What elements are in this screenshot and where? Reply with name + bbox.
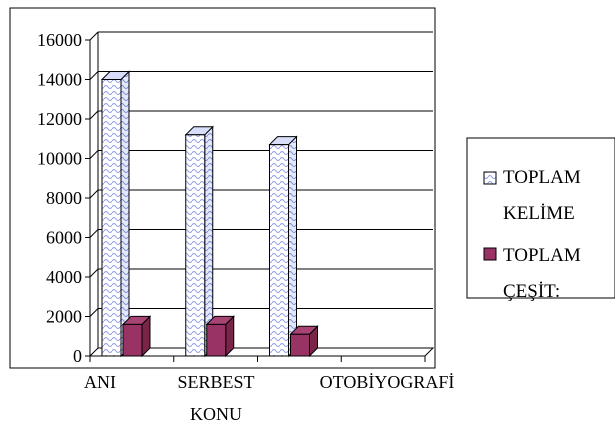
bar-toplam-keli-me-serbest-konu: [184, 125, 214, 358]
y-tick-label: 14000: [37, 70, 82, 90]
legend-label-toplam-kelime: TOPLAM: [503, 167, 581, 188]
x-tick-label-serbest-konu: KONU: [190, 404, 242, 424]
gridline-diag: [89, 229, 99, 238]
x-tick-label-serbest-konu: SERBEST: [177, 372, 254, 392]
x-tick-label-otobi-yografi: OTOBİYOGRAFİ: [320, 372, 455, 392]
y-tick-label: 6000: [46, 228, 82, 248]
y-tick-label: 16000: [37, 30, 82, 50]
gridline-diag: [89, 268, 99, 278]
gridline-diag: [89, 150, 99, 159]
x-tick-labels: ANI SERBEST KONU OTOBİYOGRAFİ: [84, 372, 454, 424]
bar-toplam-e-i-t-otobi-yografi-front: [290, 333, 310, 357]
chart-floor: [88, 347, 435, 357]
bar-toplam-keli-me-ani: [100, 70, 131, 358]
axes: [85, 39, 435, 362]
y-tick-label: 0: [73, 346, 82, 366]
legend-label-toplam-cesit-line2: ÇEŞİT:: [503, 281, 560, 302]
y-tick-label: 12000: [37, 109, 82, 129]
bar-toplam-e-i-t-serbest-konu-front: [206, 323, 227, 357]
gridlines: [89, 31, 433, 348]
bars: [100, 70, 319, 358]
bar-toplam-keli-me-ani-front: [101, 79, 122, 357]
bar-toplam-e-i-t-serbest-konu: [205, 315, 235, 358]
legend-frame: [466, 137, 615, 299]
legend-swatch-toplam-cesit: [483, 247, 497, 261]
gridline-diag: [89, 71, 99, 80]
bar-toplam-keli-me-ani-side: [120, 70, 130, 358]
bar-toplam-e-i-t-ani-front: [122, 323, 143, 357]
bar-toplam-e-i-t-otobi-yografi: [289, 325, 319, 358]
gridline-diag: [89, 308, 99, 317]
bar-toplam-e-i-t-ani: [121, 315, 152, 358]
x-tick-label-ani: ANI: [84, 372, 116, 392]
gridline-diag: [89, 189, 99, 199]
legend-label-toplam-cesit: TOPLAM: [503, 245, 581, 266]
bar-toplam-keli-me-otobi-yografi-front: [269, 144, 289, 357]
bar-toplam-keli-me-otobi-yografi: [268, 135, 298, 358]
gridline-diag: [89, 31, 99, 41]
legend-swatch-toplam-kelime: [483, 171, 497, 185]
y-tick-label: 4000: [46, 267, 82, 287]
y-tick-label: 10000: [37, 149, 82, 169]
legend-label-toplam-kelime-line2: KELİME: [503, 203, 575, 224]
legend: TOPLAM KELİME TOPLAM ÇEŞİT:: [466, 137, 615, 302]
bar-toplam-keli-me-serbest-konu-front: [185, 134, 206, 357]
y-tick-labels: 0 2000 4000 6000 8000 10000 12000 14000 16000: [37, 30, 82, 366]
y-tick-label: 8000: [46, 188, 82, 208]
bar-toplam-keli-me-otobi-yografi-side: [288, 135, 297, 358]
y-tick-label: 2000: [46, 307, 82, 327]
gridline-diag: [89, 110, 99, 120]
